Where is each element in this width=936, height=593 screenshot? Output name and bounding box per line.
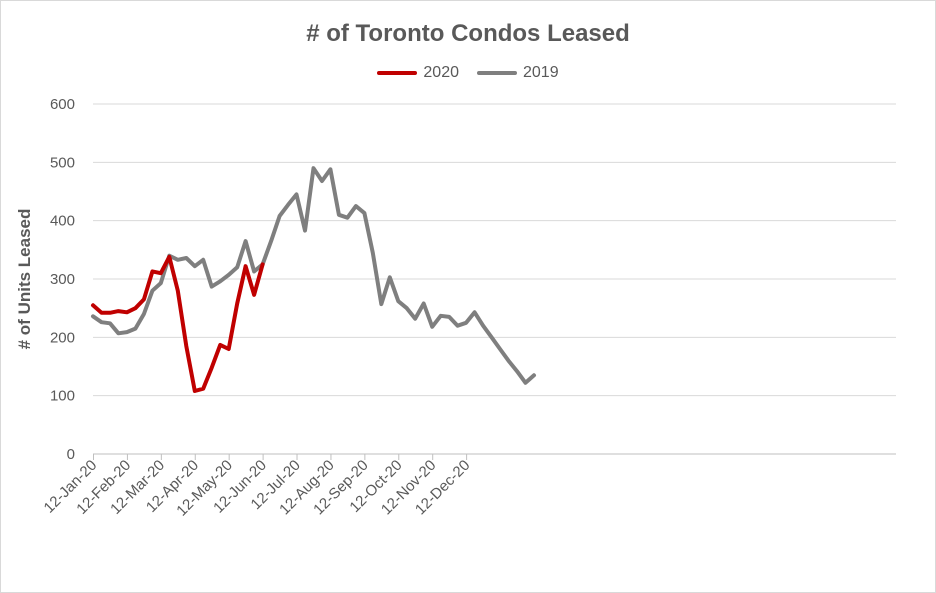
chart-title: # of Toronto Condos Leased xyxy=(306,20,630,47)
legend-swatch-2020 xyxy=(377,71,418,75)
y-tick-label: 600 xyxy=(50,96,75,113)
series-line-2019 xyxy=(91,166,536,385)
chart-legend: 2020 2019 xyxy=(0,64,936,82)
y-tick-label: 400 xyxy=(50,213,75,230)
legend-label-2020: 2020 xyxy=(423,64,459,81)
legend-swatch-2019 xyxy=(477,71,517,75)
y-tick-label: 0 xyxy=(67,446,75,463)
y-tick-label: 200 xyxy=(50,329,75,346)
legend-item-2020: 2020 xyxy=(377,64,459,82)
series-line-2020 xyxy=(91,254,265,393)
y-tick-label: 300 xyxy=(50,271,75,288)
y-tick-label: 500 xyxy=(50,154,75,171)
legend-item-2019: 2019 xyxy=(477,64,559,82)
y-axis-label: # of Units Leased xyxy=(15,209,34,350)
legend-label-2019: 2019 xyxy=(523,64,559,81)
y-tick-label: 100 xyxy=(50,388,75,405)
